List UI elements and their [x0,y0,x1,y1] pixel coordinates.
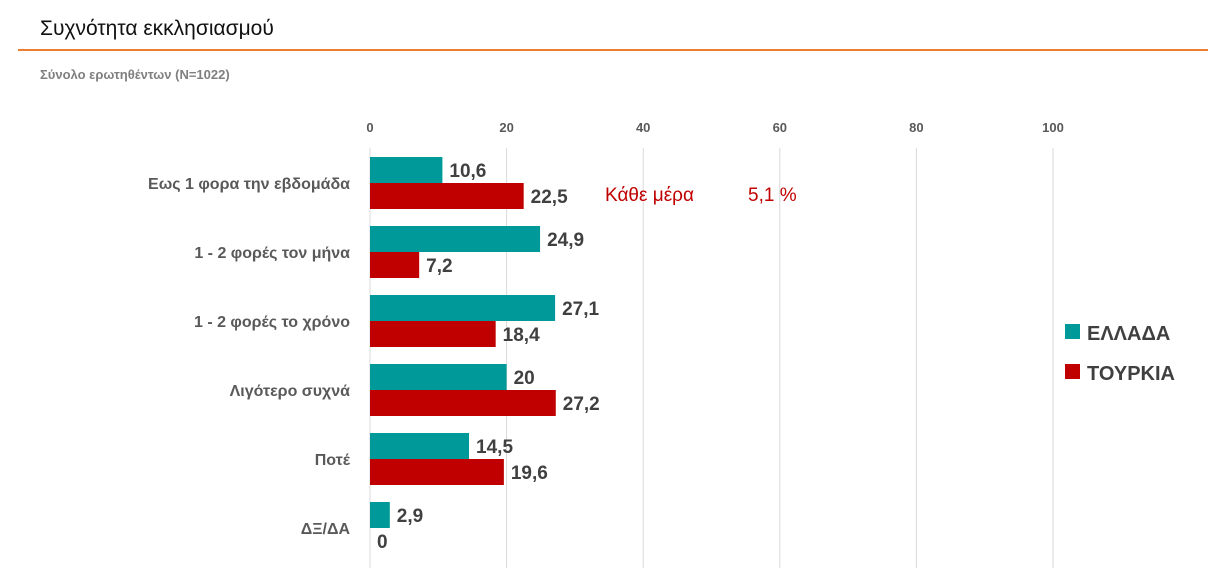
chart-subtitle: Σύνολο ερωτηθέντων (N=1022) [40,67,230,82]
data-label: 14,5 [476,437,513,458]
bar-greece [370,226,541,252]
data-label: 20 [514,368,535,389]
category-label: ΔΞ/ΔΑ [301,521,351,538]
legend-label: ΕΛΛΑΔΑ [1087,323,1170,345]
data-label: 27,1 [562,299,599,320]
bar-turkey [370,459,504,485]
category-label: 1 - 2 φορές το χρόνο [194,314,350,331]
bar-greece [370,433,470,459]
data-label: 22,5 [531,187,568,208]
page-title: Συχνότητα εκκλησιασμού [40,17,274,40]
x-tick-label: 80 [909,120,923,135]
bar-turkey [370,183,524,209]
bar-turkey [370,390,556,416]
x-tick-label: 60 [773,120,787,135]
data-label: 10,6 [449,161,486,182]
data-label: 7,2 [426,256,452,277]
x-tick-label: 100 [1042,120,1064,135]
x-tick-label: 0 [366,120,373,135]
data-label: 0 [377,532,388,553]
data-label: 18,4 [503,325,540,346]
x-tick-label: 20 [499,120,513,135]
bar-turkey [370,252,420,278]
annotation-label: Κάθε μέρα [605,185,694,206]
category-label: Λιγότερο συχνά [230,383,351,400]
bar-greece [370,157,443,183]
x-tick-label: 40 [636,120,650,135]
data-label: 19,6 [511,463,548,484]
data-label: 2,9 [397,506,423,527]
bar-greece [370,295,556,321]
title-divider [18,49,1208,51]
category-label: Ποτέ [315,452,351,469]
bar-greece [370,502,390,528]
legend-swatch [1065,324,1080,339]
legend-swatch [1065,364,1080,379]
data-label: 27,2 [563,394,600,415]
category-label: 1 - 2 φορές τον μήνα [194,245,350,262]
annotation-value: 5,1 % [748,185,797,206]
category-label: Εως 1 φορα την εβδομάδα [148,176,350,193]
legend-label: ΤΟΥΡΚΙΑ [1087,363,1175,385]
bar-greece [370,364,507,390]
data-label: 24,9 [547,230,584,251]
bar-turkey [370,321,496,347]
